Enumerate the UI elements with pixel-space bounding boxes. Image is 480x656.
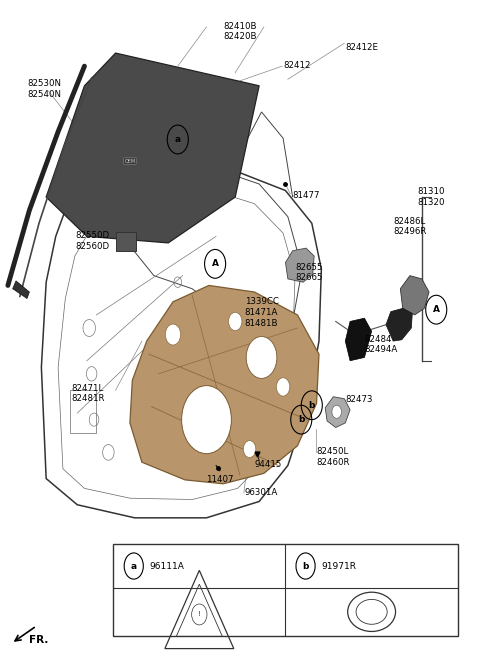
Text: 91971R: 91971R bbox=[321, 562, 356, 571]
Polygon shape bbox=[386, 308, 412, 341]
Text: b: b bbox=[302, 562, 309, 571]
Polygon shape bbox=[46, 53, 259, 243]
Text: 82410B
82420B: 82410B 82420B bbox=[223, 22, 257, 41]
Text: FR.: FR. bbox=[29, 636, 49, 646]
Polygon shape bbox=[325, 397, 350, 428]
Polygon shape bbox=[345, 318, 372, 361]
Text: A: A bbox=[212, 259, 218, 268]
Text: 82530N
82540N: 82530N 82540N bbox=[27, 79, 61, 98]
Text: 81471A
81481B: 81471A 81481B bbox=[245, 308, 278, 328]
Text: b: b bbox=[309, 401, 315, 410]
Text: 96301A: 96301A bbox=[245, 487, 278, 497]
Text: 82484
82494A: 82484 82494A bbox=[364, 335, 398, 354]
Circle shape bbox=[165, 324, 180, 345]
Text: 82450L
82460R: 82450L 82460R bbox=[317, 447, 350, 466]
Text: 81477: 81477 bbox=[293, 190, 320, 199]
Text: b: b bbox=[298, 415, 304, 424]
Polygon shape bbox=[130, 285, 319, 483]
Circle shape bbox=[276, 378, 290, 396]
Text: 82486L
82496R: 82486L 82496R bbox=[393, 216, 427, 236]
Circle shape bbox=[243, 441, 256, 458]
Text: 94415: 94415 bbox=[254, 461, 282, 469]
Text: OEM: OEM bbox=[124, 159, 135, 163]
Text: 1339CC: 1339CC bbox=[245, 297, 279, 306]
Text: 82471L
82481R: 82471L 82481R bbox=[72, 384, 105, 403]
Polygon shape bbox=[400, 276, 429, 315]
FancyBboxPatch shape bbox=[113, 544, 458, 636]
Text: 82412: 82412 bbox=[283, 61, 311, 70]
Text: 11407: 11407 bbox=[206, 475, 234, 483]
Text: a: a bbox=[175, 135, 181, 144]
Text: !: ! bbox=[198, 611, 201, 617]
Text: a: a bbox=[131, 562, 137, 571]
Circle shape bbox=[228, 312, 242, 331]
Text: 96111A: 96111A bbox=[149, 562, 184, 571]
Text: 82412E: 82412E bbox=[345, 43, 378, 52]
Polygon shape bbox=[12, 281, 29, 298]
Text: 81310
81320: 81310 81320 bbox=[417, 187, 444, 207]
FancyBboxPatch shape bbox=[116, 232, 136, 251]
Text: A: A bbox=[433, 305, 440, 314]
Circle shape bbox=[181, 386, 231, 454]
Circle shape bbox=[332, 405, 341, 419]
Circle shape bbox=[246, 337, 277, 379]
Text: 82655
82665: 82655 82665 bbox=[295, 262, 323, 282]
Text: 82550D
82560D: 82550D 82560D bbox=[75, 231, 109, 251]
Text: 82473: 82473 bbox=[345, 395, 373, 404]
Polygon shape bbox=[286, 248, 314, 282]
